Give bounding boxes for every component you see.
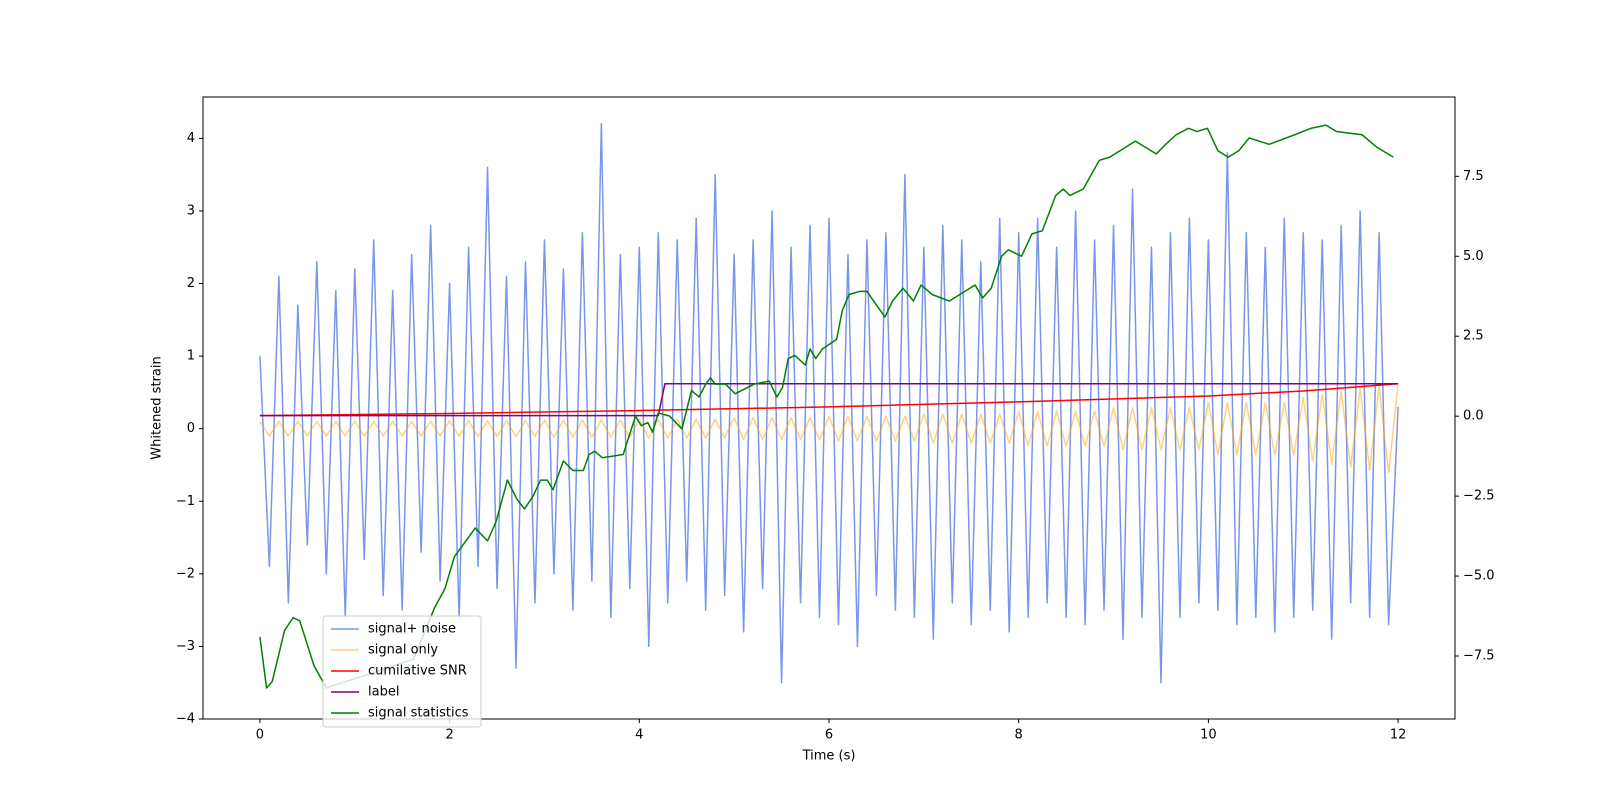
- legend-label: signal+ noise: [368, 622, 456, 637]
- series-line: [259, 124, 1394, 689]
- legend-label: signal statistics: [368, 706, 469, 721]
- x-tick-label: 6: [825, 728, 833, 743]
- y-tick-label: 0: [187, 421, 195, 436]
- x-tick-label: 12: [1390, 728, 1407, 743]
- x-tick-label: 8: [1015, 728, 1023, 743]
- y2-tick-label: 2.5: [1463, 329, 1484, 344]
- y2-tick-label: −5.0: [1463, 569, 1495, 584]
- series-line: [259, 383, 1399, 474]
- x-tick-label: 4: [635, 728, 643, 743]
- y-tick-label: −3: [176, 639, 195, 654]
- series-line: [259, 382, 1399, 417]
- y2-tick-label: 0.0: [1463, 409, 1484, 424]
- y-tick-label: 3: [187, 203, 195, 218]
- legend-label: signal only: [368, 643, 438, 658]
- x-tick-label: 0: [256, 728, 264, 743]
- legend-box: [322, 615, 482, 728]
- y-tick-label: −1: [176, 494, 195, 509]
- legend-label: cumilative SNR: [368, 664, 467, 679]
- y-tick-label: −4: [176, 712, 195, 727]
- x-tick-label: 10: [1200, 728, 1217, 743]
- y2-tick-label: 5.0: [1463, 249, 1484, 264]
- x-axis-label: Time (s): [802, 749, 856, 764]
- legend-label: label: [368, 685, 399, 700]
- series-line: [259, 382, 1399, 417]
- legend: signal+ noise signal only cumilative SNR la…: [322, 615, 482, 728]
- y-tick-label: 1: [187, 349, 195, 364]
- y2-tick-label: 7.5: [1463, 169, 1484, 184]
- y-axis-label: Whitened strain: [150, 356, 165, 459]
- y-tick-label: 2: [187, 276, 195, 291]
- y-tick-label: −2: [176, 566, 195, 581]
- y-tick-label: 4: [187, 131, 195, 146]
- x-tick-label: 2: [445, 728, 453, 743]
- series-line: [259, 123, 1399, 684]
- y2-tick-label: −2.5: [1463, 489, 1495, 504]
- y2-tick-label: −7.5: [1463, 649, 1495, 664]
